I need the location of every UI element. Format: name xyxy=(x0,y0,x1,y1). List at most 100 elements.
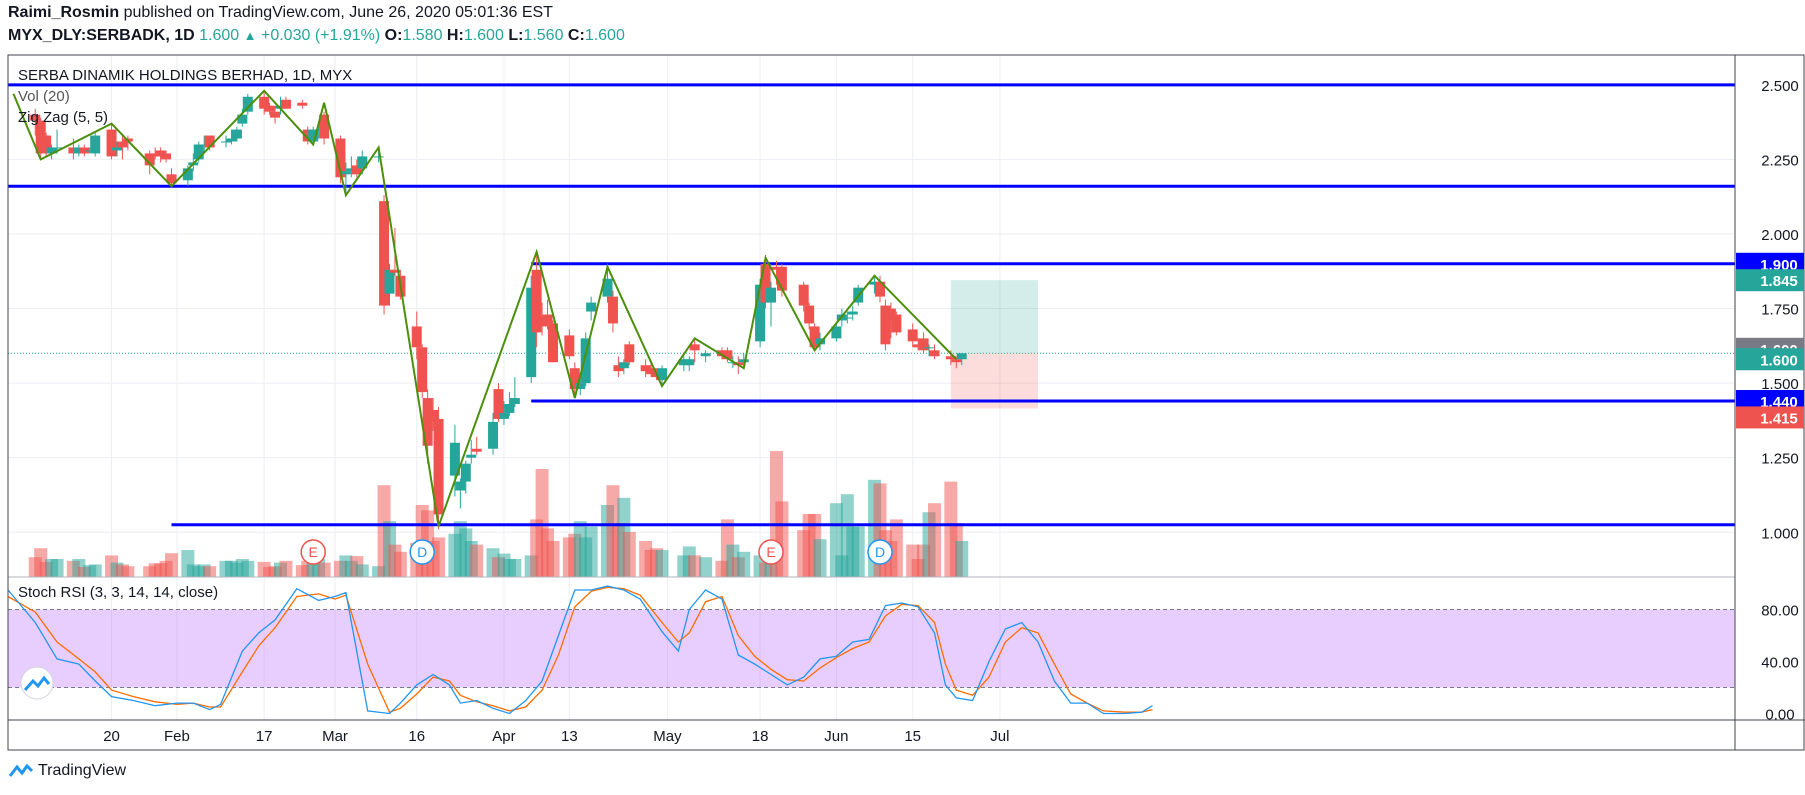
price-tick-label: 2.250 xyxy=(1761,152,1799,169)
volume-bar xyxy=(813,539,827,577)
event-letter: E xyxy=(766,544,775,560)
price-label-box xyxy=(1736,406,1804,429)
candle-body xyxy=(112,147,122,151)
candle-body xyxy=(417,347,428,393)
candle-body xyxy=(270,111,281,118)
candle-body xyxy=(313,129,324,131)
candle-body xyxy=(640,365,651,372)
tradingview-logo[interactable]: TradingView xyxy=(8,762,126,780)
stoch-band xyxy=(8,609,1735,688)
candle-body xyxy=(842,317,853,319)
time-tick-label: 18 xyxy=(752,728,769,745)
volume-bar xyxy=(393,551,407,577)
candle-body xyxy=(716,350,727,357)
volume-bar xyxy=(688,555,702,577)
candle-body xyxy=(259,96,270,109)
volume-legend: Vol (20) xyxy=(18,88,70,105)
author-name[interactable]: Raimi_Rosmin xyxy=(8,4,120,21)
candle-body xyxy=(760,263,771,303)
candle-body xyxy=(204,135,215,148)
candle-body xyxy=(433,418,444,515)
volume-bar xyxy=(355,564,369,577)
candle-body xyxy=(956,353,967,360)
candle-body xyxy=(657,368,667,381)
time-tick-label: Mar xyxy=(322,728,348,745)
candle-body xyxy=(379,201,390,306)
time-tick-label: 13 xyxy=(561,728,578,745)
candle-body xyxy=(106,129,117,157)
price-label-box xyxy=(1736,348,1804,371)
candle-body xyxy=(155,150,166,157)
open-value: 1.580 xyxy=(402,27,443,44)
candle-body xyxy=(913,344,924,348)
candle-body xyxy=(264,105,275,112)
position-stop-zone xyxy=(950,353,1039,409)
candle-body xyxy=(929,350,940,357)
candle-body xyxy=(373,156,384,158)
price-label-box xyxy=(1736,269,1804,292)
volume-bar xyxy=(851,526,865,577)
candle-body xyxy=(280,99,291,109)
candle-body xyxy=(624,344,635,363)
price-tick-label: 1.250 xyxy=(1761,451,1799,468)
volume-bar xyxy=(88,564,102,577)
candle-body xyxy=(449,442,460,476)
candle-body xyxy=(144,153,155,166)
low-label: L: xyxy=(508,27,524,44)
candle-body xyxy=(422,398,433,446)
candle-series xyxy=(30,90,967,530)
high-value: 1.600 xyxy=(463,27,504,44)
candle-body xyxy=(924,347,935,349)
candle-body xyxy=(798,284,809,306)
chart-title: SERBA DINAMIK HOLDINGS BERHAD, 1D, MYX xyxy=(18,67,353,84)
candle-body xyxy=(542,314,553,324)
volume-bar xyxy=(546,541,560,577)
volume-bar xyxy=(165,553,178,577)
low-value: 1.560 xyxy=(523,27,564,44)
candle-body xyxy=(869,281,880,285)
candle-body xyxy=(815,338,826,345)
candle-body xyxy=(79,147,90,154)
candle-body xyxy=(460,463,471,482)
candle-body xyxy=(231,129,242,139)
candle-body xyxy=(297,102,308,106)
position-target-zone xyxy=(950,280,1039,354)
zigzag-legend: Zig Zag (5, 5) xyxy=(18,109,109,126)
volume-bar xyxy=(955,541,969,577)
volume-bar xyxy=(121,566,135,577)
price-tick-label: 1.500 xyxy=(1761,376,1799,393)
candle-body xyxy=(586,302,597,312)
volume-bar xyxy=(50,559,64,577)
volume-bar xyxy=(203,566,217,577)
high-label: H: xyxy=(446,27,464,44)
stoch-d-line xyxy=(7,586,1153,714)
candle-body xyxy=(346,168,357,172)
candle-body xyxy=(166,174,177,184)
candle-body xyxy=(46,147,57,154)
candle-body xyxy=(193,144,204,160)
candle-body xyxy=(684,359,695,366)
candle-body xyxy=(493,389,504,419)
volume-bar xyxy=(928,503,941,577)
brand-name: TradingView xyxy=(38,762,127,779)
candle-body xyxy=(646,368,657,375)
price-chart[interactable]: E D E D 2.500 2.250 2.000 1.750 1.500 1.250 1.000 8… xyxy=(0,0,1805,760)
candle-body xyxy=(242,96,253,112)
time-tick-label: May xyxy=(653,728,682,745)
candle-body xyxy=(918,338,929,351)
candle-body xyxy=(738,359,749,363)
candle-body xyxy=(226,138,237,142)
candle-body xyxy=(335,138,346,178)
candle-body xyxy=(531,269,542,333)
candle-body xyxy=(428,409,439,422)
candle-body xyxy=(498,412,509,419)
candle-body xyxy=(199,144,210,146)
price-label-text: 1.600 xyxy=(1760,352,1798,369)
tv-badge-icon xyxy=(23,675,51,691)
candle-body xyxy=(607,296,618,324)
candle-body xyxy=(804,305,815,324)
candle-body xyxy=(488,421,499,449)
candle-body xyxy=(90,135,101,154)
candle-body xyxy=(776,266,787,291)
event-marker xyxy=(867,539,893,565)
